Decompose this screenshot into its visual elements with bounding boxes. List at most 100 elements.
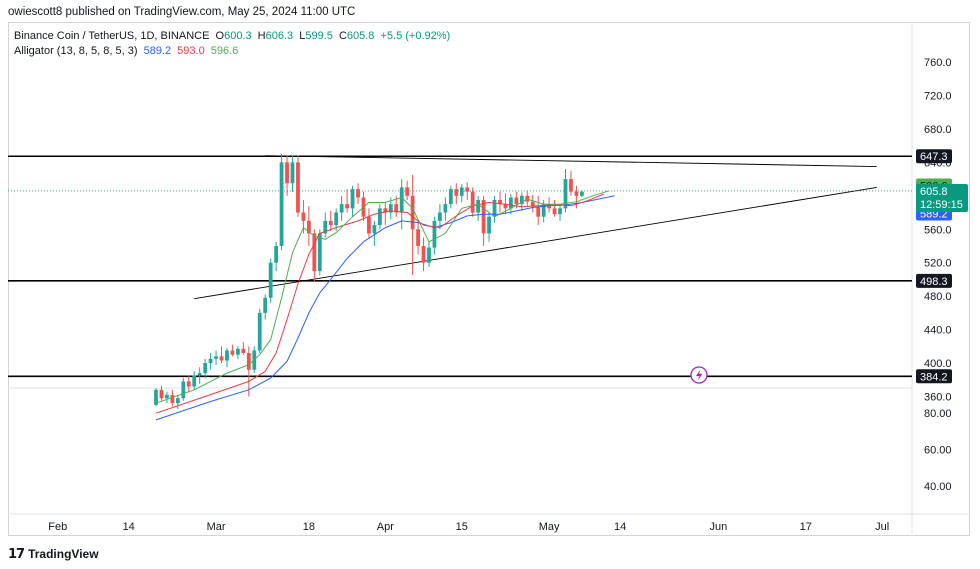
alligator-legend: Alligator (13, 8, 5, 8, 5, 3) 589.2 593.… (14, 45, 238, 57)
chart-frame (8, 22, 970, 536)
candle-body (427, 247, 431, 263)
y-tick-label: 400.0 (924, 358, 952, 370)
candle-body (236, 348, 240, 355)
candle-body (563, 179, 568, 209)
candle-body (503, 204, 508, 209)
candle-body (558, 208, 562, 215)
candle-body (312, 233, 317, 272)
candle-body (459, 187, 464, 196)
price-label: 498.3 (920, 276, 948, 288)
jaw-value: 589.2 (143, 45, 172, 57)
candle-body (541, 204, 546, 217)
published-caption: owiescott8 published on TradingView.com,… (8, 6, 356, 18)
candle-body (530, 201, 535, 207)
candle-body (410, 195, 415, 230)
candle-body (246, 353, 251, 370)
candle-body (279, 162, 284, 246)
candle-body (394, 204, 399, 213)
x-tick-label: Feb (48, 521, 67, 533)
x-tick-label: Jun (710, 521, 728, 533)
countdown-label: 12:59:15 (920, 199, 963, 211)
close-label: C (338, 30, 347, 42)
price-labels: 647.3498.3384.2596.6593.0589.2605.812:59… (916, 149, 968, 384)
y-tick-label: 520.0 (924, 258, 952, 270)
candle-body (323, 220, 328, 234)
candle-body (432, 220, 437, 248)
teeth-value: 593.0 (177, 45, 205, 57)
y-tick-label: 360.0 (924, 392, 952, 404)
candle-body (487, 216, 491, 234)
price-label: 384.2 (920, 371, 948, 383)
pane2-tick-label: 80.00 (924, 408, 952, 420)
x-tick-label: 15 (456, 521, 468, 533)
candle-body (181, 381, 186, 399)
price-label-bg (916, 149, 952, 164)
candles (154, 153, 584, 410)
candle-body (372, 225, 377, 234)
candle-body (208, 358, 213, 364)
horizontal-levels (8, 155, 912, 378)
tradingview-logo-icon: 𝟭𝟳 (8, 546, 25, 561)
candle-body (519, 195, 524, 205)
price-label-bg (916, 369, 952, 384)
candle-body (290, 162, 295, 184)
y-tick-label: 440.0 (924, 325, 952, 337)
high-value: 606.3 (265, 30, 294, 42)
y-tick-label: 720.0 (924, 90, 952, 102)
x-tick-label: Apr (377, 521, 394, 533)
price-label: 647.3 (920, 151, 948, 163)
candle-body (159, 389, 164, 399)
y-tick-label: 480.0 (924, 291, 952, 303)
candle-body (328, 220, 333, 226)
candle-body (197, 373, 202, 376)
x-tick-label: May (539, 521, 560, 533)
symbol-legend: Binance Coin / TetherUS, 1D, BINANCE O60… (14, 30, 450, 42)
candle-body (509, 197, 513, 209)
lips-value: 596.6 (210, 45, 239, 57)
candle-body (481, 199, 486, 234)
candle-body (367, 216, 371, 234)
candle-body (405, 187, 410, 196)
candle-body (154, 389, 158, 405)
candle-body (165, 394, 169, 399)
price-label-bg (916, 273, 952, 288)
candle-body (296, 162, 300, 213)
candle-body (186, 381, 191, 387)
candle-body (301, 212, 306, 221)
x-tick-label: 14 (123, 521, 135, 533)
candle-body (448, 189, 453, 205)
candle-body (219, 356, 224, 361)
y-tick-label: 560.0 (924, 224, 952, 236)
candle-body (470, 191, 475, 213)
candle-body (350, 189, 355, 209)
tradingview-logo: 𝟭𝟳 TradingView (8, 546, 99, 562)
x-tick-label: 14 (614, 521, 626, 533)
candle-body (274, 245, 279, 263)
candle-body (339, 204, 344, 213)
x-tick-label: 17 (800, 521, 812, 533)
candle-body (388, 204, 393, 213)
low-value: 599.5 (305, 30, 333, 42)
candle-body (498, 199, 502, 205)
lightning-icon[interactable] (690, 366, 708, 384)
candle-body (268, 262, 273, 298)
candle-body (334, 212, 339, 226)
candle-body (536, 206, 541, 217)
candle-body (552, 208, 557, 215)
candle-body (574, 191, 579, 196)
alligator-teeth-line (155, 193, 604, 414)
alligator-jaw-line (155, 195, 615, 421)
candle-body (170, 394, 175, 404)
candle-body (377, 208, 382, 226)
candle-body (454, 189, 459, 196)
last-price-label: 605.8 (920, 186, 948, 198)
candle-body (579, 191, 584, 196)
trendlines (8, 155, 912, 300)
y-tick-label: 680.0 (924, 124, 952, 136)
candle-body (399, 187, 404, 213)
candle-body (263, 297, 268, 313)
candle-body (285, 162, 289, 184)
candle-body (345, 204, 349, 209)
candle-body (214, 356, 218, 359)
